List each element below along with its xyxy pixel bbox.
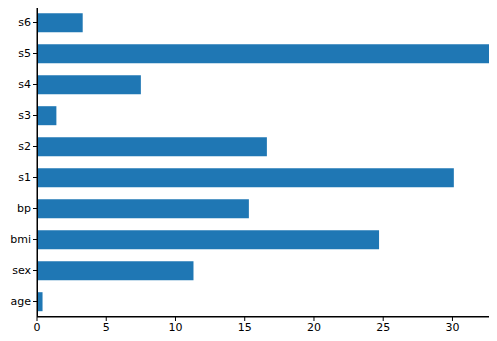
svg-text:age: age [11, 295, 32, 308]
svg-text:10: 10 [168, 321, 182, 333]
svg-text:s4: s4 [18, 78, 31, 91]
svg-text:s2: s2 [18, 140, 31, 153]
svg-text:20: 20 [307, 321, 321, 333]
svg-text:s5: s5 [18, 47, 31, 60]
svg-text:0: 0 [34, 321, 41, 333]
svg-text:bp: bp [17, 202, 31, 215]
svg-text:s6: s6 [18, 16, 31, 29]
svg-text:bmi: bmi [10, 233, 31, 246]
svg-text:s1: s1 [18, 171, 31, 184]
svg-text:5: 5 [103, 321, 110, 333]
svg-text:sex: sex [12, 264, 31, 277]
svg-text:25: 25 [376, 321, 390, 333]
svg-text:s3: s3 [18, 109, 31, 122]
svg-text:15: 15 [238, 321, 252, 333]
svg-text:30: 30 [445, 321, 459, 333]
